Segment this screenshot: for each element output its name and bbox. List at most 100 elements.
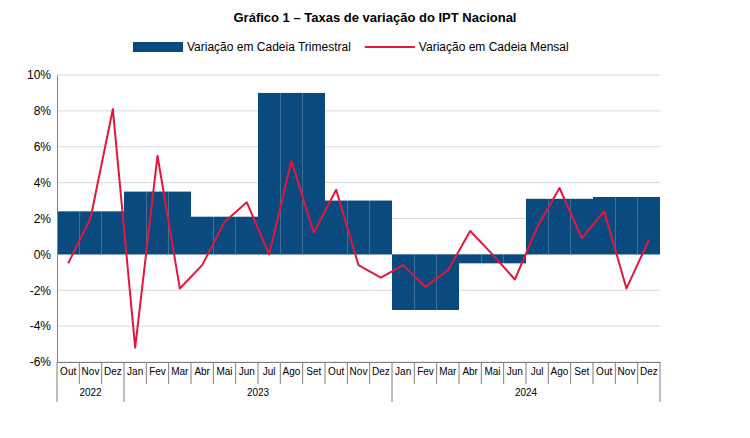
tick-label: 8% [34,104,52,118]
tick: Ago [551,362,569,377]
tick: 4% [34,176,57,190]
legend-swatch [133,42,183,52]
tick: -4% [30,319,57,333]
tick: -2% [30,284,57,298]
tick: -6% [30,355,57,369]
tick: Abr [194,362,210,377]
separator [548,362,549,384]
group-label: 2024 [515,387,538,398]
tick: Ago [283,362,301,377]
bar [124,192,146,255]
legend-item: Variação em Cadeia Mensal [365,40,569,54]
tick: Mar [171,362,189,377]
separator [481,362,482,384]
tick-label: Nov [82,366,100,377]
legend-label: Variação em Cadeia Trimestral [187,40,351,54]
separator [101,362,102,384]
tick: Set [306,362,321,377]
tick-label: Fev [417,366,434,377]
grid-line [57,362,660,363]
legend-swatch [365,46,415,48]
tick-label: Out [328,366,344,377]
bar [571,199,593,255]
separator [57,362,58,402]
separator [168,362,169,384]
tick: Dez [104,362,122,377]
tick-label: 2% [34,212,52,226]
tick: Fev [417,362,434,377]
separator [570,362,571,384]
legend-item: Variação em Cadeia Trimestral [133,40,351,54]
line [68,109,649,348]
tick: Dez [640,362,658,377]
tick-label: 6% [34,140,52,154]
bar [347,201,369,255]
tick: Fev [149,362,166,377]
separator [526,362,527,384]
tick-label: Nov [350,366,368,377]
tick-label: Jun [239,366,255,377]
tick-label: Dez [372,366,390,377]
title: Gráfico 1 – Taxas de variação do IPT Nac… [234,10,517,25]
bar [325,201,347,255]
axis-line [58,362,661,363]
tick: Mar [439,362,457,377]
tick: 10% [27,68,57,82]
separator [146,362,147,384]
group-label: 2022 [79,387,102,398]
y-axis: -6% -4% -2% 0% 2% 4% 6% 8% 10% [27,68,58,369]
tick: Out [328,362,344,377]
tick-label: Mar [171,366,189,377]
separator [280,362,281,384]
tick: Jun [507,362,523,377]
tick-label: Fev [149,366,166,377]
separator [258,362,259,384]
tick-label: 4% [34,176,52,190]
separator [325,362,326,384]
tick: Abr [462,362,478,377]
tick: Jan [395,362,411,377]
separator [235,362,236,384]
chart: Gráfico 1 – Taxas de variação do IPT Nac… [0,0,750,438]
tick: 6% [34,140,57,154]
bar [370,201,392,255]
tick: Jun [239,362,255,377]
separator [593,362,594,384]
tick-label: Abr [194,366,210,377]
separator [302,362,303,384]
legend-label: Variação em Cadeia Mensal [419,40,569,54]
tick-label: Set [574,366,589,377]
separator [436,362,437,384]
separator [392,362,393,402]
tick: Nov [618,362,636,377]
tick: Mai [216,362,232,377]
category-separators [57,362,660,402]
x-axis: Out Nov Dez Jan Fev Mar Abr Mai Jun Jul Ago Set Out N… [58,362,661,377]
bar [392,254,414,310]
tick-label: Set [306,366,321,377]
separator [347,362,348,384]
tick-label: Dez [640,366,658,377]
tick-label: Abr [462,366,478,377]
tick: 8% [34,104,57,118]
tick: Set [574,362,589,377]
separator [124,362,125,402]
group-label: 2023 [247,387,270,398]
tick-label: Mai [216,366,232,377]
separator [213,362,214,384]
tick-label: Out [596,366,612,377]
tick: Mai [484,362,500,377]
grid-line [57,326,660,327]
legend: Variação em Cadeia Trimestral Variação em… [133,40,569,54]
tick-label: -2% [30,284,52,298]
tick-label: -6% [30,355,52,369]
separator [637,362,638,384]
tick: Dez [372,362,390,377]
separator [503,362,504,384]
tick-label: Jul [531,366,544,377]
bar [615,197,637,254]
separator [369,362,370,384]
tick-label: Mai [484,366,500,377]
bar [280,93,302,254]
tick: 0% [34,248,57,262]
